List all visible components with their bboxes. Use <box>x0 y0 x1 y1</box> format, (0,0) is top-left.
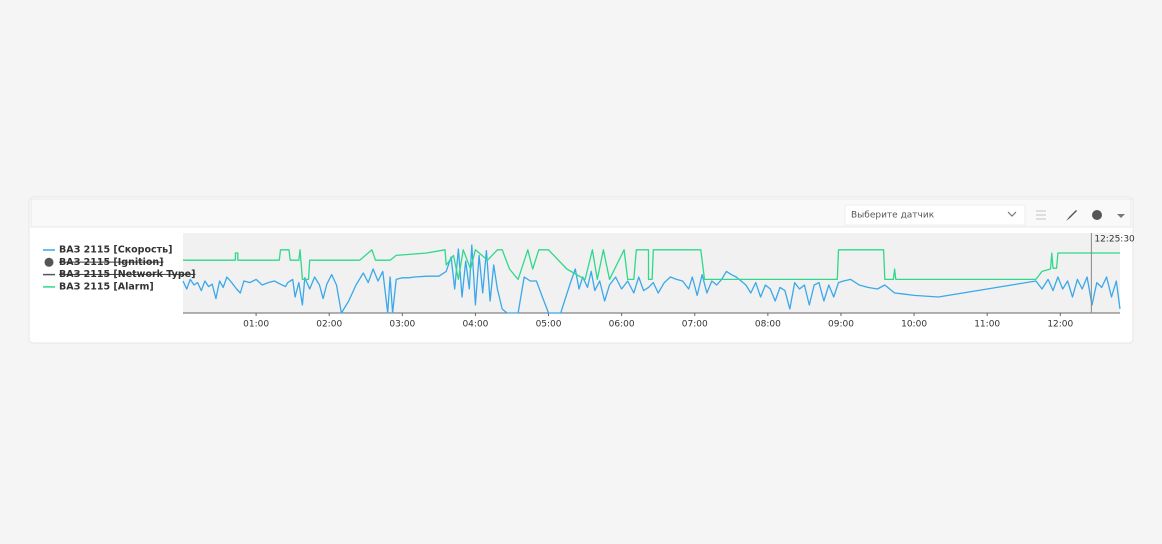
legend-label: ВАЗ 2115 [Network Type] <box>59 269 195 280</box>
legend: ВАЗ 2115 [Скорость]ВАЗ 2115 [Ignition]ВА… <box>43 245 195 292</box>
plot: 01:00 02:00 03:00 04:00 05:00 06:00 07:00 08:00… <box>182 233 1135 330</box>
x-tick-label: 08:00 <box>755 320 781 330</box>
legend-label: ВАЗ 2115 [Ignition] <box>59 257 164 268</box>
legend-marker <box>44 257 54 267</box>
palette-icon[interactable] <box>1092 210 1102 220</box>
x-tick-label: 01:00 <box>243 320 269 330</box>
legend-label: ВАЗ 2115 [Alarm] <box>59 281 154 292</box>
list-icon[interactable] <box>1036 210 1046 220</box>
dropdown-caret <box>1007 211 1017 217</box>
x-tick-label: 07:00 <box>682 320 708 330</box>
x-tick-label: 11:00 <box>974 320 1000 330</box>
plot-area <box>183 233 1120 313</box>
cursor-label: 12:25:30 <box>1094 235 1135 245</box>
x-tick-label: 02:00 <box>316 320 342 330</box>
sensor-select[interactable] <box>844 204 1026 226</box>
brush-icon[interactable] <box>1066 210 1077 221</box>
x-tick-label: 03:00 <box>389 320 415 330</box>
menu-caret[interactable] <box>1117 214 1125 218</box>
series-line <box>182 244 1121 314</box>
series-line <box>183 249 1120 281</box>
x-tick-label: 12:00 <box>1047 320 1073 330</box>
x-tick-label: 09:00 <box>828 320 854 330</box>
x-tick-label: 10:00 <box>901 320 927 330</box>
legend-label: ВАЗ 2115 [Скорость] <box>59 245 173 256</box>
x-tick-label: 04:00 <box>462 320 488 330</box>
sensor-placeholder: Выберите датчик <box>851 211 935 221</box>
x-tick-label: 06:00 <box>609 320 635 330</box>
x-tick-label: 05:00 <box>536 320 562 330</box>
